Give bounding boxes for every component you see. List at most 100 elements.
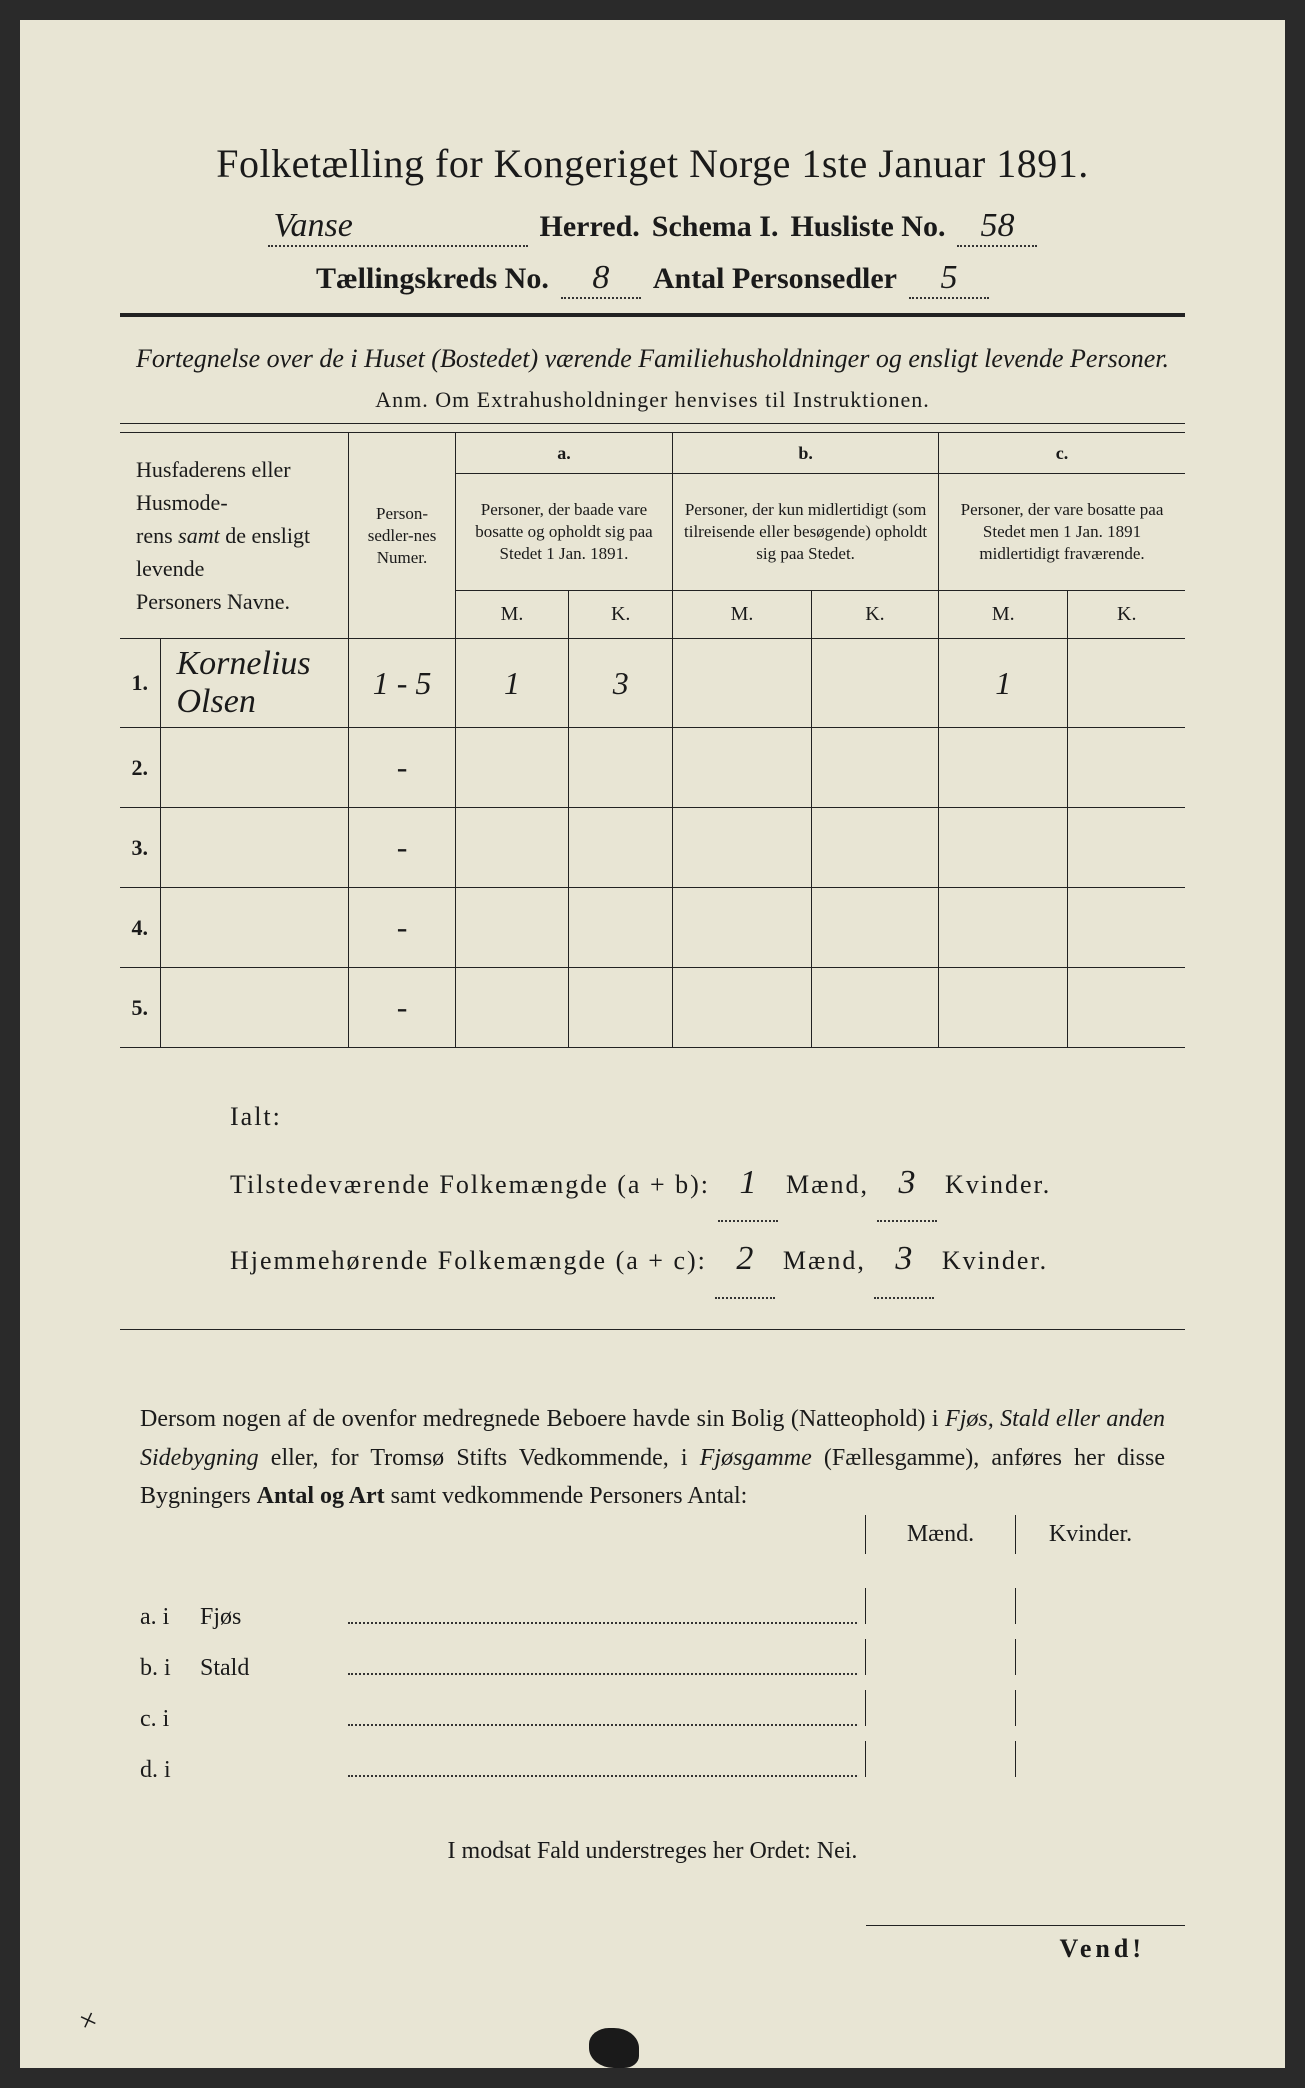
building-row: c. i — [120, 1686, 1185, 1737]
kreds-value: 8 — [561, 259, 641, 299]
row-a-k — [569, 968, 673, 1048]
row-b-k — [811, 728, 938, 808]
divider-thick — [120, 313, 1185, 317]
building-type: Fjøs — [200, 1604, 340, 1631]
row-a-m — [455, 808, 568, 888]
tilstede-k: 3 — [877, 1146, 937, 1223]
dotted-line — [348, 1753, 857, 1777]
row-b-k — [811, 639, 938, 728]
row-name — [160, 808, 349, 888]
hjemme-k: 3 — [874, 1222, 934, 1299]
row-a-m — [455, 888, 568, 968]
subtitle: Fortegnelse over de i Huset (Bostedet) v… — [120, 341, 1185, 377]
row-c-m — [939, 968, 1068, 1048]
row-b-m — [673, 728, 812, 808]
row-num: 1. — [120, 639, 160, 728]
note-t1: Dersom nogen af de ovenfor medregnede Be… — [140, 1406, 945, 1432]
corner-mark-icon: × — [75, 2002, 103, 2040]
col-header-numer: Person-sedler-nes Numer. — [349, 433, 456, 639]
vend-label: Vend! — [866, 1925, 1186, 1964]
building-row: b. iStald — [120, 1635, 1185, 1686]
note-t2: eller, for Tromsø Stifts Vedkommende, i — [259, 1445, 700, 1471]
row-num: 5. — [120, 968, 160, 1048]
row-name: Kornelius Olsen — [160, 639, 349, 728]
building-row: d. i — [120, 1737, 1185, 1788]
tilstede-label: Tilstedeværende Folkemængde (a + b): — [230, 1156, 710, 1213]
c-k-header: K. — [1068, 591, 1185, 639]
building-kvinder-header: Kvinder. — [1015, 1515, 1165, 1554]
kreds-label: Tællingskreds No. — [316, 262, 549, 296]
building-m-cell — [865, 1690, 1015, 1726]
row-numer: 1 - 5 — [349, 639, 456, 728]
row-a-k — [569, 728, 673, 808]
row-c-m — [939, 808, 1068, 888]
building-key: a. i — [140, 1604, 200, 1631]
row-name — [160, 968, 349, 1048]
building-k-cell — [1015, 1588, 1165, 1624]
a-m-header: M. — [455, 591, 568, 639]
maend-label-2: Mænd, — [783, 1232, 866, 1289]
note-em2: Fjøsgamme — [700, 1445, 812, 1471]
col-header-names: Husfaderens eller Husmode-rens samt de e… — [120, 433, 349, 639]
row-c-m: 1 — [939, 639, 1068, 728]
note-b1: Antal og Art — [257, 1483, 385, 1509]
group-b-desc: Personer, der kun midlertidigt (som tilr… — [673, 473, 939, 590]
kvinder-label-2: Kvinder. — [942, 1232, 1048, 1289]
dotted-line — [348, 1702, 857, 1726]
header-row-2: Tællingskreds No. 8 Antal Personsedler 5 — [120, 259, 1185, 299]
building-key: d. i — [140, 1757, 200, 1784]
row-numer: - — [349, 728, 456, 808]
dotted-line — [348, 1600, 857, 1624]
group-b-label: b. — [673, 433, 939, 473]
b-k-header: K. — [811, 591, 938, 639]
table-row: 5.- — [120, 968, 1185, 1048]
row-a-m — [455, 728, 568, 808]
row-b-k — [811, 968, 938, 1048]
hjemme-m: 2 — [715, 1222, 775, 1299]
group-c-label: c. — [939, 433, 1185, 473]
row-c-k — [1068, 888, 1185, 968]
household-table: Husfaderens eller Husmode-rens samt de e… — [120, 432, 1185, 1048]
group-a-desc: Personer, der baade vare bosatte og opho… — [455, 473, 672, 590]
hjemme-row: Hjemmehørende Folkemængde (a + c): 2 Mæn… — [230, 1222, 1185, 1299]
building-table: a. iFjøsb. iStaldc. id. i — [120, 1584, 1185, 1788]
row-b-m — [673, 808, 812, 888]
table-row: 4.- — [120, 888, 1185, 968]
totals-block: Ialt: Tilstedeværende Folkemængde (a + b… — [120, 1088, 1185, 1299]
row-b-m — [673, 888, 812, 968]
herred-value: Vanse — [268, 207, 528, 247]
c-m-header: M. — [939, 591, 1068, 639]
row-name — [160, 728, 349, 808]
schema-label: Schema I. — [652, 210, 779, 244]
husliste-label: Husliste No. — [790, 210, 945, 244]
building-row: a. iFjøs — [120, 1584, 1185, 1635]
row-c-k — [1068, 968, 1185, 1048]
row-a-m — [455, 968, 568, 1048]
modsat-line: I modsat Fald understreges her Ordet: Ne… — [120, 1838, 1185, 1865]
group-a-label: a. — [455, 433, 672, 473]
row-num: 4. — [120, 888, 160, 968]
husliste-value: 58 — [957, 207, 1037, 247]
row-b-k — [811, 888, 938, 968]
row-name — [160, 888, 349, 968]
building-k-cell — [1015, 1741, 1165, 1777]
anm-note: Anm. Om Extrahusholdninger henvises til … — [120, 387, 1185, 413]
dotted-line — [348, 1651, 857, 1675]
building-key: c. i — [140, 1706, 200, 1733]
page-title: Folketælling for Kongeriget Norge 1ste J… — [120, 140, 1185, 187]
table-row: 1.Kornelius Olsen1 - 5131 — [120, 639, 1185, 728]
table-row: 2.- — [120, 728, 1185, 808]
tilstede-row: Tilstedeværende Folkemængde (a + b): 1 M… — [230, 1146, 1185, 1223]
personsedler-value: 5 — [909, 259, 989, 299]
building-maend-header: Mænd. — [865, 1515, 1015, 1554]
divider-thin-1 — [120, 423, 1185, 424]
personsedler-label: Antal Personsedler — [653, 262, 897, 296]
row-a-k — [569, 888, 673, 968]
building-m-cell — [865, 1741, 1015, 1777]
building-k-cell — [1015, 1690, 1165, 1726]
kvinder-label-1: Kvinder. — [945, 1156, 1051, 1213]
row-c-k — [1068, 728, 1185, 808]
row-c-m — [939, 728, 1068, 808]
herred-label: Herred. — [540, 210, 640, 244]
row-a-k: 3 — [569, 639, 673, 728]
